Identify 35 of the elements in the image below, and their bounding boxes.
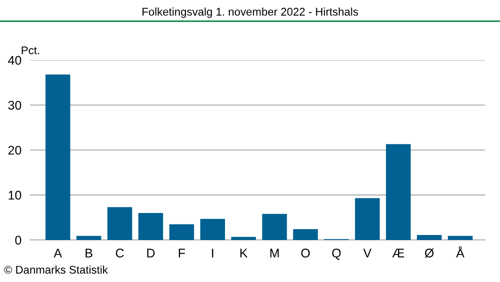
bar: [169, 224, 194, 240]
x-tick-label: I: [212, 248, 214, 258]
bar: [76, 236, 102, 240]
x-tick-label: Æ: [392, 248, 404, 258]
x-tick-label: K: [240, 248, 248, 258]
x-tick-label: C: [116, 248, 124, 258]
x-tick-label: O: [301, 248, 310, 258]
y-tick-label: 40: [8, 56, 22, 65]
bar: [138, 212, 164, 240]
y-tick-label: 20: [8, 146, 22, 155]
bar: [107, 207, 132, 240]
x-tick-label: V: [363, 248, 372, 258]
x-tick-label: B: [86, 248, 92, 258]
chart-title: Folketingsvalg 1. november 2022 - Hirtshals: [142, 8, 358, 18]
x-tick-label: Ø: [424, 248, 434, 258]
bar: [200, 218, 225, 240]
bar: [386, 144, 411, 240]
x-tick-label: M: [270, 248, 279, 258]
bar: [262, 214, 287, 240]
bar: [355, 198, 380, 240]
bar: [231, 236, 256, 240]
y-axis-title: Pct.: [22, 46, 40, 54]
y-tick-label: 30: [8, 100, 22, 110]
bar: [45, 74, 70, 240]
bar: [416, 235, 442, 240]
x-tick-label: Å: [456, 246, 464, 258]
x-tick-label: A: [54, 248, 62, 258]
y-tick-label: 0: [15, 236, 22, 245]
bar: [448, 236, 473, 240]
bar: [293, 229, 318, 240]
x-tick-label: D: [147, 248, 155, 258]
x-tick-label: F: [178, 248, 185, 258]
x-tick-label: Q: [332, 248, 341, 260]
y-tick-label: 10: [8, 190, 22, 200]
text: © Danmarks Statistik: [4, 266, 108, 274]
